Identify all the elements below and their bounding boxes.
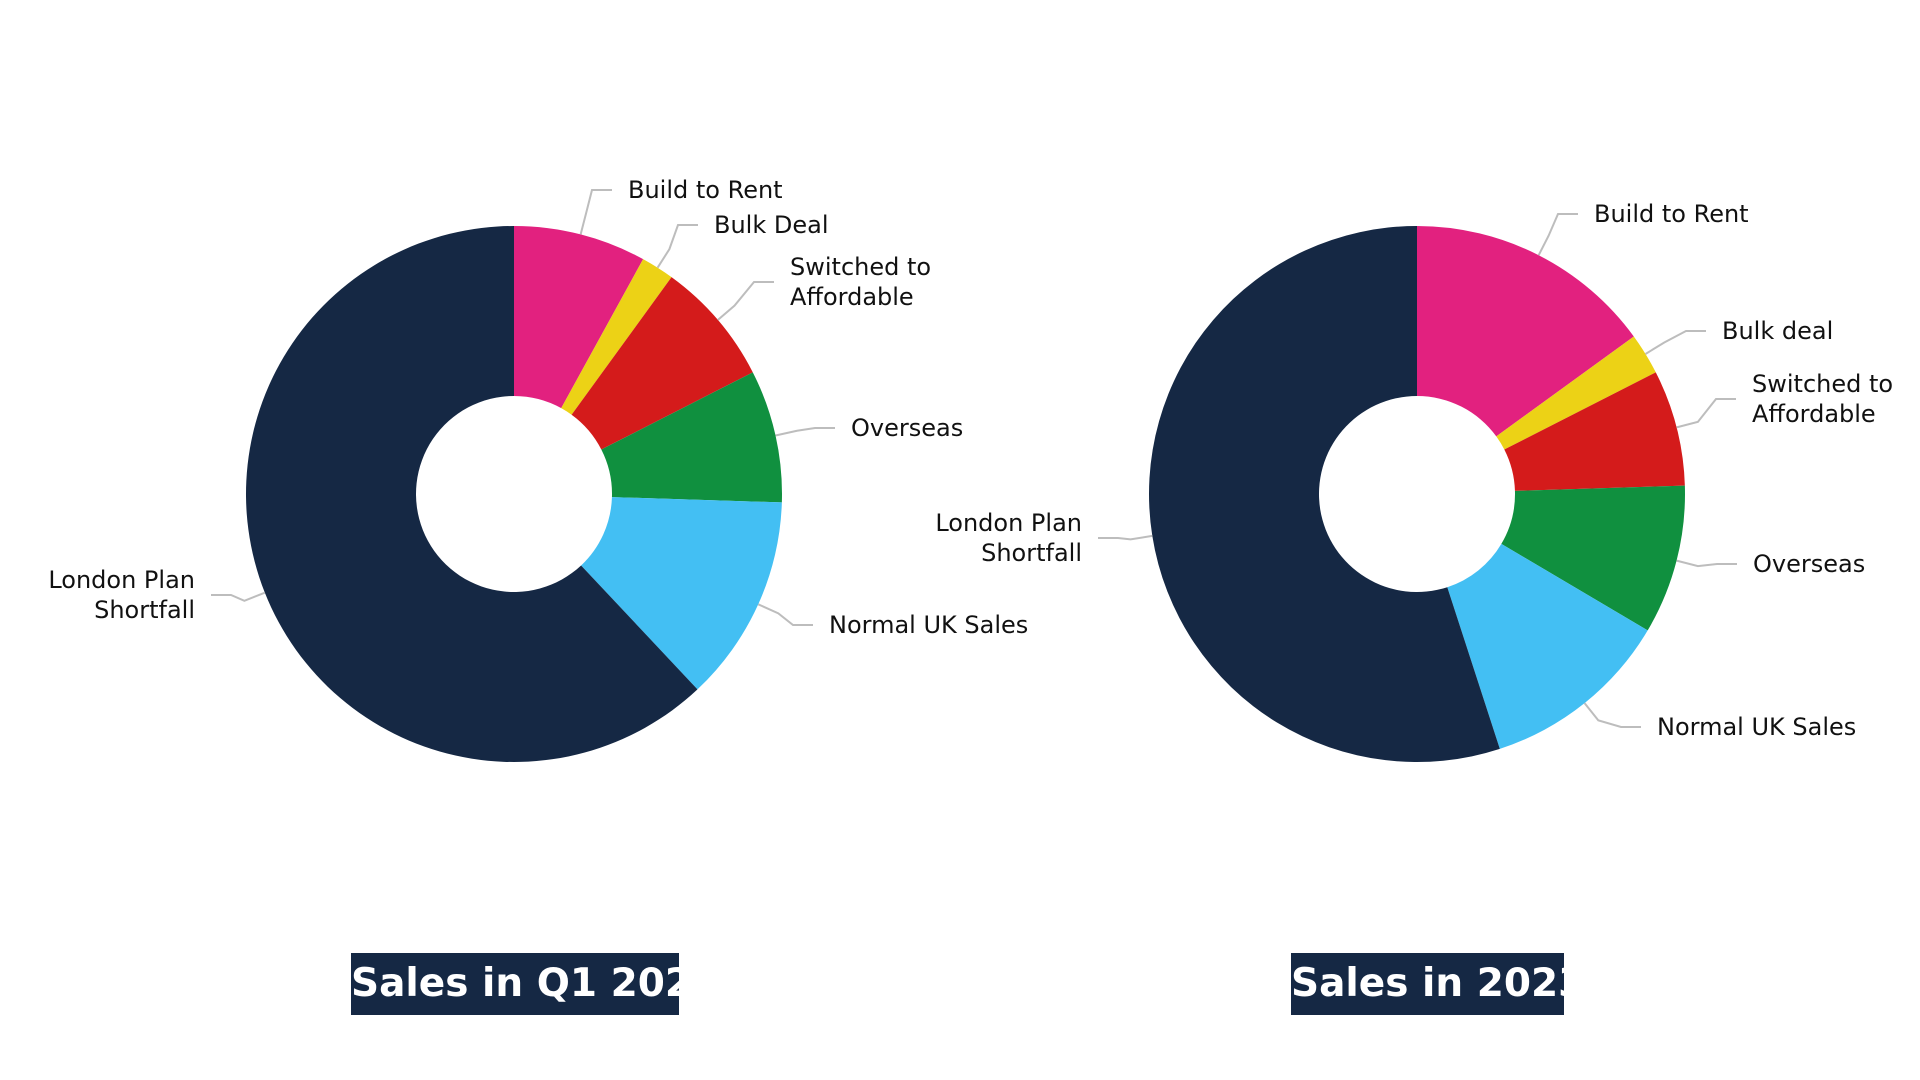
label-london-plan-shortfall-line-1: London Plan [48, 566, 195, 594]
label-switched-to-affordable-line-1: Switched to [1752, 370, 1893, 398]
donut-chart-2023: Build to Rent Bulk deal Switched toAfforda… [935, 200, 1893, 762]
label-bulk-deal: Bulk Deal [714, 211, 829, 239]
label-switched-to-affordable-line-2: Affordable [1752, 400, 1876, 428]
slice-bulk-deal [1496, 336, 1656, 450]
leader-line-build-to-rent [579, 189, 612, 235]
slice-bulk-deal [561, 259, 672, 415]
label-overseas: Overseas [851, 414, 963, 442]
leader-line-build-to-rent [1537, 213, 1578, 256]
leader-line-overseas [1676, 559, 1737, 568]
label-build-to-rent: Build to Rent [1594, 200, 1749, 228]
slice-switched-to-affordable [571, 277, 753, 450]
label-london-plan-shortfall-line-1: London Plan [935, 509, 1082, 537]
slice-normal-uk-sales [581, 497, 782, 690]
leader-line-normal-uk-sales [757, 603, 813, 626]
label-switched-to-affordable-line-2: Affordable [790, 283, 914, 311]
chart-title-2023: Sales in 2023 [1291, 953, 1585, 1015]
slice-build-to-rent [514, 226, 644, 409]
leader-line-switched-to-affordable [1676, 398, 1736, 429]
label-normal-uk-sales: Normal UK Sales [829, 611, 1028, 639]
donut-chart-q1-2024: Build to Rent Bulk Deal Switched toAfforda… [48, 176, 1028, 762]
label-build-to-rent: Build to Rent [628, 176, 783, 204]
slice-normal-uk-sales [1447, 543, 1648, 749]
label-normal-uk-sales: Normal UK Sales [1657, 713, 1856, 741]
chart-title-q1-2024: Sales in Q1 2024 [351, 953, 719, 1015]
leader-line-switched-to-affordable [717, 281, 774, 321]
slice-overseas [1501, 485, 1685, 631]
label-bulk-deal: Bulk deal [1722, 317, 1833, 345]
label-london-plan-shortfall-line-2: Shortfall [981, 539, 1082, 567]
slice-london-plan-shortfall [1148, 226, 1500, 762]
label-overseas: Overseas [1753, 550, 1865, 578]
slice-switched-to-affordable [1504, 372, 1685, 491]
slice-overseas [601, 372, 782, 503]
label-switched-to-affordable-line-1: Switched to [790, 253, 931, 281]
leader-line-normal-uk-sales [1583, 702, 1641, 728]
leader-line-london-plan-shortfall [211, 591, 266, 602]
leader-line-london-plan-shortfall [1098, 534, 1153, 541]
slice-build-to-rent [1417, 226, 1634, 437]
slice-london-plan-shortfall [245, 226, 698, 762]
leader-line-bulk-deal [1644, 330, 1706, 355]
leader-line-bulk-deal [656, 224, 698, 269]
leader-line-overseas [775, 427, 835, 437]
label-london-plan-shortfall-line-2: Shortfall [94, 596, 195, 624]
